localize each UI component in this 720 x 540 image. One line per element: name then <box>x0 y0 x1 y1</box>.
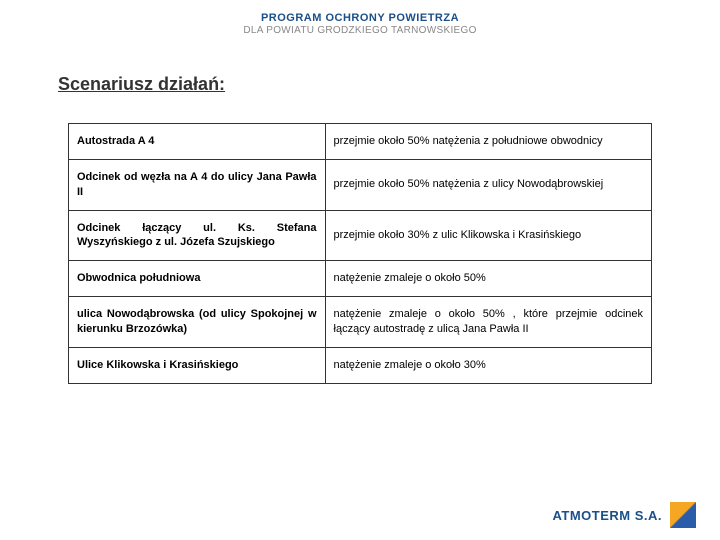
row-label: Autostrada A 4 <box>69 124 326 160</box>
footer: ATMOTERM S.A. <box>552 502 696 528</box>
row-value: przejmie około 50% natężenia z południow… <box>325 124 651 160</box>
table-row: Autostrada A 4 przejmie około 50% natęże… <box>69 124 652 160</box>
section-title: Scenariusz działań: <box>58 74 720 95</box>
footer-brand: ATMOTERM S.A. <box>552 508 662 523</box>
table-row: Odcinek łączący ul. Ks. Stefana Wyszyńsk… <box>69 210 652 261</box>
row-label: ulica Nowodąbrowska (od ulicy Spokojnej … <box>69 297 326 348</box>
row-value: natężenie zmaleje o około 50% <box>325 261 651 297</box>
document-header: PROGRAM OCHRONY POWIETRZA DLA POWIATU GR… <box>0 0 720 44</box>
table-row: ulica Nowodąbrowska (od ulicy Spokojnej … <box>69 297 652 348</box>
row-value: przejmie około 30% z ulic Klikowska i Kr… <box>325 210 651 261</box>
row-label: Odcinek łączący ul. Ks. Stefana Wyszyńsk… <box>69 210 326 261</box>
scenario-table-wrap: Autostrada A 4 przejmie około 50% natęże… <box>68 123 652 384</box>
header-subtitle: DLA POWIATU GRODZKIEGO TARNOWSKIEGO <box>0 25 720 36</box>
row-label: Ulice Klikowska i Krasińskiego <box>69 347 326 383</box>
row-value: natężenie zmaleje o około 30% <box>325 347 651 383</box>
row-label: Odcinek od węzła na A 4 do ulicy Jana Pa… <box>69 159 326 210</box>
brand-logo-icon <box>670 502 696 528</box>
row-value: natężenie zmaleje o około 50% , które pr… <box>325 297 651 348</box>
row-label: Obwodnica południowa <box>69 261 326 297</box>
table-row: Obwodnica południowa natężenie zmaleje o… <box>69 261 652 297</box>
scenario-table: Autostrada A 4 przejmie około 50% natęże… <box>68 123 652 384</box>
table-row: Odcinek od węzła na A 4 do ulicy Jana Pa… <box>69 159 652 210</box>
header-title: PROGRAM OCHRONY POWIETRZA <box>0 12 720 24</box>
table-row: Ulice Klikowska i Krasińskiego natężenie… <box>69 347 652 383</box>
row-value: przejmie około 50% natężenia z ulicy Now… <box>325 159 651 210</box>
